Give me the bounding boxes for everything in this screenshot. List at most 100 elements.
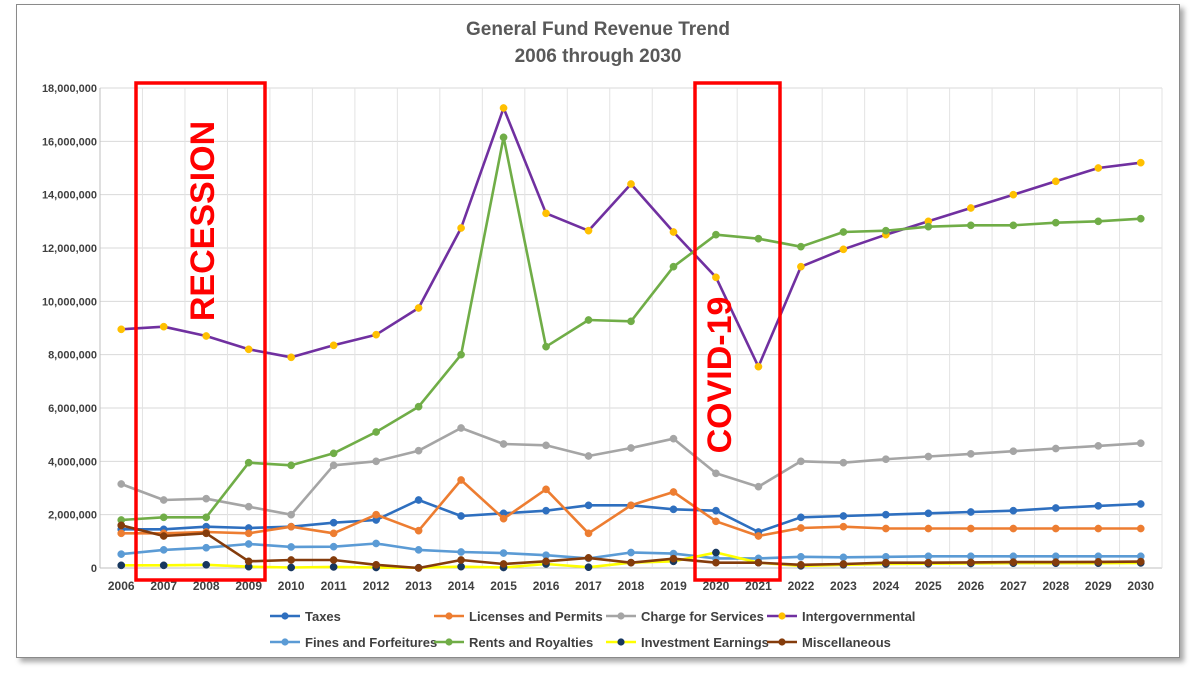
data-point-rents-and-royalties [372,428,380,436]
data-point-charge-for-services [159,496,168,504]
legend-label-licenses-and-permits: Licenses and Permits [469,609,603,624]
x-tick-label: 2016 [533,579,560,593]
data-point-licenses-and-permits [1009,524,1018,533]
x-tick-label: 2024 [873,579,900,593]
data-point-taxes [542,506,550,515]
data-point-miscellaneous [669,554,678,563]
y-tick-label: 10,000,000 [42,296,97,308]
data-point-taxes [1051,504,1060,512]
series-fines-and-forfeitures [117,539,1145,563]
annotation-boxes: RECESSION COVID-19 [134,81,782,582]
data-point-intergovernmental [966,204,975,212]
data-point-miscellaneous [499,560,508,568]
x-tick-label: 2017 [575,579,602,593]
data-point-fines-and-forfeitures [457,548,465,556]
data-point-licenses-and-permits [329,529,338,538]
annotation-covid-19: COVID-19 [701,297,739,454]
x-tick-label: 2012 [363,579,390,593]
data-point-intergovernmental [244,345,253,354]
legend-label-rents-and-royalties: Rents and Royalties [469,635,593,650]
data-point-charge-for-services [712,469,720,478]
data-point-charge-for-services [202,494,211,503]
data-point-fines-and-forfeitures [499,549,508,557]
data-point-intergovernmental [159,322,168,331]
data-point-miscellaneous [1094,558,1103,566]
data-point-taxes [924,509,933,518]
data-point-miscellaneous [627,558,635,567]
data-point-licenses-and-permits [1094,524,1103,533]
data-point-intergovernmental [627,180,635,188]
data-point-charge-for-services [882,455,890,464]
data-point-intergovernmental [542,209,550,218]
data-point-miscellaneous [839,560,848,568]
y-tick-label: 16,000,000 [42,136,97,148]
y-tick-label: 18,000,000 [42,83,97,95]
data-point-taxes [712,506,720,515]
data-point-licenses-and-permits [1051,524,1060,533]
data-point-intergovernmental [1136,158,1145,167]
x-tick-label: 2019 [660,579,687,593]
data-point-investment-earnings [117,561,126,570]
data-point-fines-and-forfeitures [159,546,168,554]
data-point-taxes [669,505,678,514]
x-axis: 2006 2007 2008 2009 2010 2011 2012 2013 2014 2015… [108,579,1155,593]
data-point-charge-for-services [1051,444,1060,453]
x-tick-label: 2028 [1042,579,1069,593]
data-point-charge-for-services [754,482,763,491]
legend-marker-taxes [281,612,289,620]
data-point-fines-and-forfeitures [797,552,805,561]
data-point-miscellaneous [159,532,168,540]
data-point-charge-for-services [414,446,423,455]
data-point-charge-for-services [372,457,380,466]
y-tick-label: 12,000,000 [42,243,97,255]
data-point-miscellaneous [457,556,465,564]
data-point-miscellaneous [1136,557,1145,566]
data-point-charge-for-services [457,424,465,432]
data-point-intergovernmental [329,341,338,350]
data-point-intergovernmental [372,330,380,339]
data-point-licenses-and-permits [797,524,805,532]
y-tick-label: 0 [91,563,97,575]
data-point-rents-and-royalties [159,513,168,522]
data-point-fines-and-forfeitures [839,553,848,562]
data-point-rents-and-royalties [414,402,423,411]
chart-title: General Fund Revenue Trend [466,19,730,40]
data-point-fines-and-forfeitures [287,543,296,551]
data-point-fines-and-forfeitures [117,550,126,558]
data-point-charge-for-services [499,440,508,448]
series-rents-and-royalties [117,133,1145,524]
x-tick-label: 2015 [490,579,517,593]
data-point-miscellaneous [329,556,338,564]
data-point-rents-and-royalties [839,228,848,236]
legend-label-investment-earnings: Investment Earnings [641,635,769,650]
data-point-licenses-and-permits [584,529,593,538]
data-point-licenses-and-permits [966,524,975,533]
data-point-rents-and-royalties [966,221,975,230]
legend-item-investment-earnings: Investment Earnings [606,635,769,650]
legend-marker-fines-and-forfeitures [281,638,289,646]
data-point-miscellaneous [202,529,211,538]
data-point-rents-and-royalties [712,230,720,239]
data-point-intergovernmental [669,228,678,236]
x-tick-label: 2008 [193,579,220,593]
data-point-intergovernmental [457,224,465,232]
data-point-taxes [966,508,975,516]
data-point-miscellaneous [414,564,423,572]
data-point-intergovernmental [712,273,720,282]
data-point-miscellaneous [924,558,933,567]
data-point-miscellaneous [542,557,550,566]
data-point-fines-and-forfeitures [244,540,253,548]
data-point-licenses-and-permits [499,514,508,523]
series-intergovernmental [117,104,1145,371]
data-point-miscellaneous [1009,558,1018,566]
x-tick-label: 2025 [915,579,942,593]
data-point-taxes [584,501,593,510]
x-tick-label: 2010 [278,579,305,593]
data-point-licenses-and-permits [244,529,253,538]
data-point-fines-and-forfeitures [372,539,380,548]
series-miscellaneous [117,521,1145,572]
data-point-rents-and-royalties [924,222,933,231]
data-point-rents-and-royalties [1051,218,1060,227]
data-point-licenses-and-permits [924,524,933,533]
x-tick-label: 2013 [405,579,432,593]
